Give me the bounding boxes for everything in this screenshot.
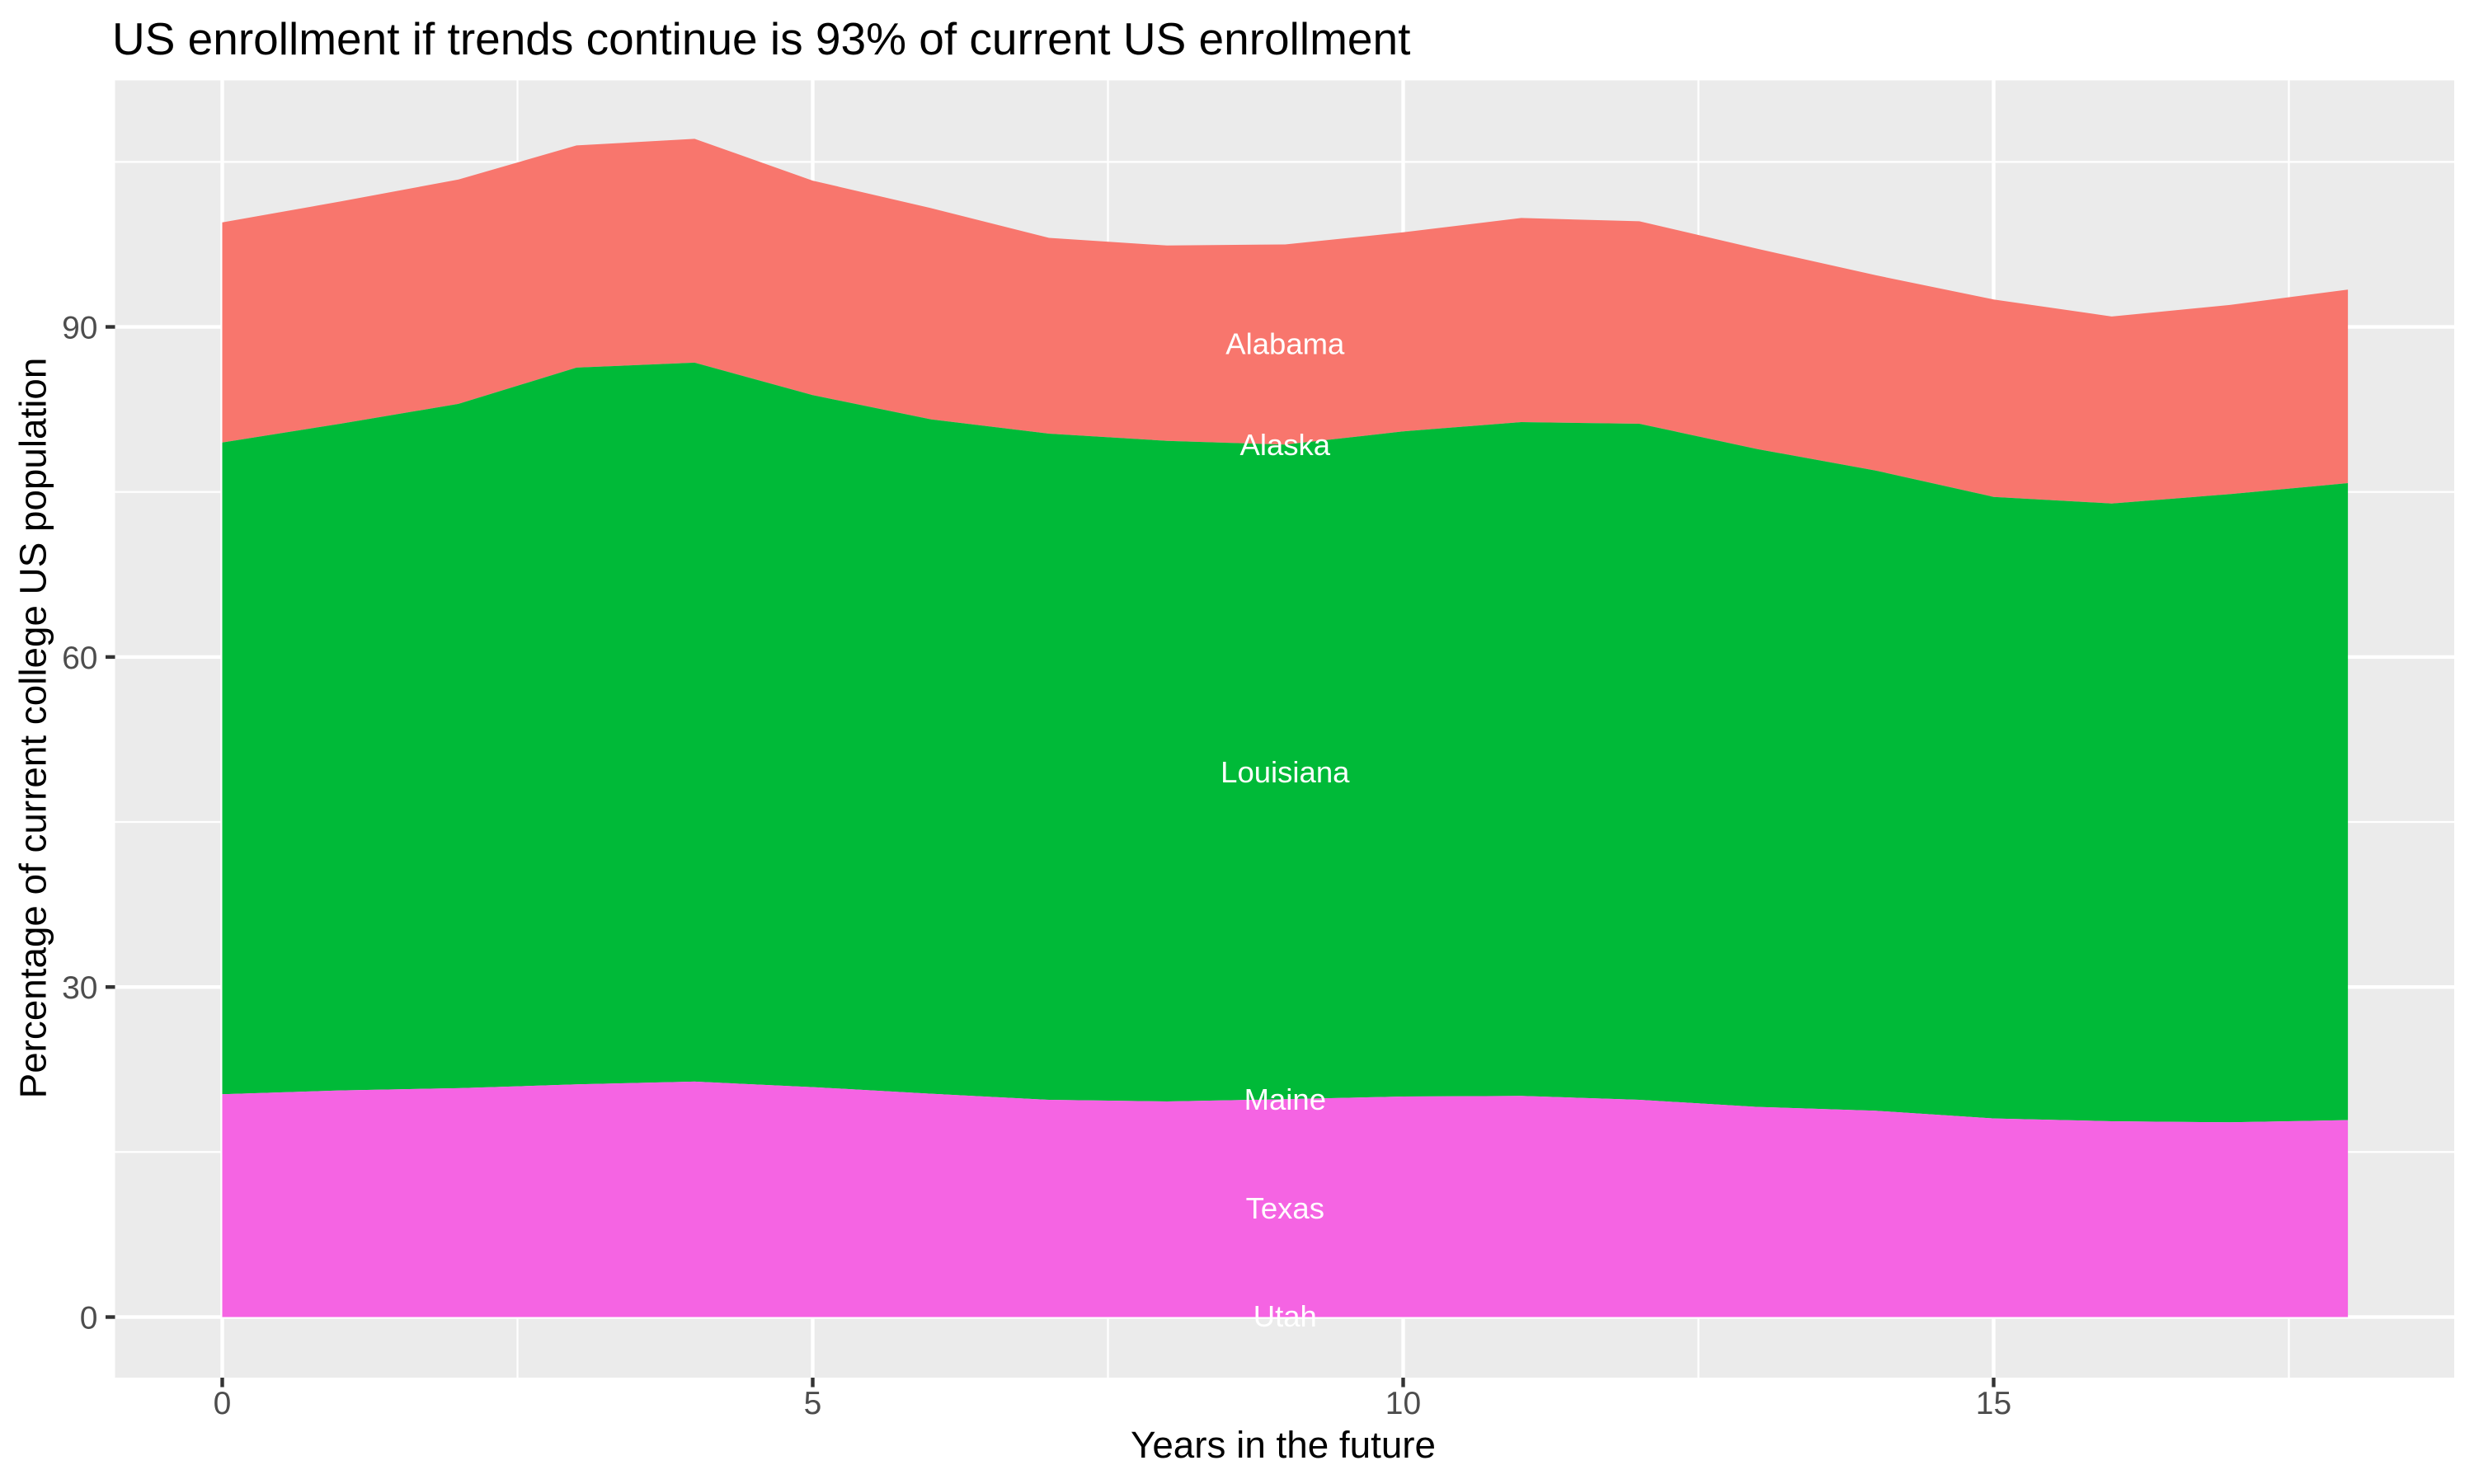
svg-text:60: 60 xyxy=(62,641,97,676)
svg-text:30: 30 xyxy=(62,970,97,1006)
svg-text:Louisiana: Louisiana xyxy=(1221,755,1350,789)
svg-text:Maine: Maine xyxy=(1244,1082,1326,1116)
svg-text:90: 90 xyxy=(62,311,97,346)
svg-text:Texas: Texas xyxy=(1246,1191,1324,1225)
svg-text:5: 5 xyxy=(804,1386,822,1421)
svg-text:0: 0 xyxy=(214,1386,232,1421)
svg-text:10: 10 xyxy=(1385,1386,1421,1421)
svg-text:Utah: Utah xyxy=(1253,1299,1317,1333)
svg-text:15: 15 xyxy=(1976,1386,2011,1421)
svg-text:Percentage of current college: Percentage of current college US populat… xyxy=(12,358,54,1099)
svg-text:Alaska: Alaska xyxy=(1240,428,1331,462)
svg-text:0: 0 xyxy=(80,1301,98,1336)
svg-text:Years in the future: Years in the future xyxy=(1131,1424,1436,1466)
svg-text:US enrollment if trends contin: US enrollment if trends continue is 93% … xyxy=(112,13,1410,64)
svg-text:Alabama: Alabama xyxy=(1225,326,1345,360)
